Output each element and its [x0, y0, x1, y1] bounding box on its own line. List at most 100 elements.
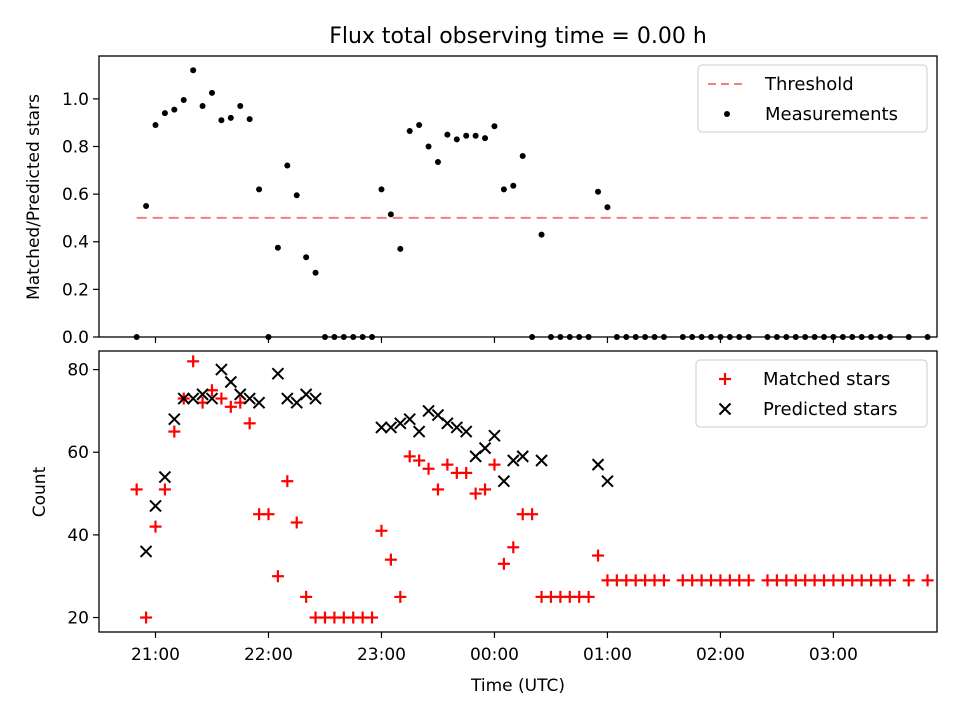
matched-star-point	[158, 483, 171, 496]
measurement-point	[171, 106, 178, 113]
measurement-point	[538, 231, 545, 238]
measurement-point	[274, 244, 281, 251]
measurement-point	[491, 123, 498, 130]
predicted-star-point	[460, 425, 473, 438]
measurement-point	[208, 89, 215, 96]
top-ytick-label: 0.8	[62, 137, 89, 157]
predicted-star-point	[394, 417, 407, 430]
predicted-star-point	[177, 392, 190, 405]
bottom-ytick-label: 40	[67, 526, 89, 546]
predicted-star-point	[375, 421, 388, 434]
predicted-star-point	[535, 454, 548, 467]
measurement-point	[303, 254, 310, 261]
matched-star-point	[742, 574, 755, 587]
top-ytick-label: 1.0	[62, 90, 89, 110]
predicted-star-point	[450, 421, 464, 434]
matched-star-point	[441, 458, 454, 471]
top-ytick-label: 0.4	[62, 233, 89, 253]
bottom-panel: 20 40 60 80 21:00 22:00 23:00 00:00 01:00 02:00 0…	[30, 350, 938, 696]
matched-star-point	[187, 355, 200, 368]
legend-predicted-marker	[718, 402, 732, 416]
matched-star-point	[149, 520, 162, 533]
bottom-xtick-label: 22:00	[244, 645, 293, 665]
predicted-star-point	[412, 425, 426, 438]
predicted-star-point	[497, 474, 511, 488]
bottom-ytick-label: 20	[67, 609, 89, 629]
top-legend: Threshold Measurements	[697, 64, 928, 133]
measurement-point	[519, 153, 526, 160]
measurement-point	[237, 103, 244, 110]
bottom-xtick-label: 00:00	[470, 645, 519, 665]
matched-star-point	[384, 553, 397, 566]
measurement-point	[397, 245, 404, 252]
bottom-xtick-label: 23:00	[357, 645, 406, 665]
predicted-star-point	[224, 375, 238, 389]
bottom-y-axis-label: Count	[30, 466, 50, 517]
matched-star-point	[394, 590, 407, 603]
measurement-point	[143, 203, 150, 210]
predicted-star-point	[205, 392, 219, 405]
matched-star-point	[224, 400, 237, 413]
measurement-point	[444, 131, 451, 138]
predicted-star-point	[299, 388, 313, 401]
predicted-star-point	[309, 392, 322, 405]
bottom-xtick-label: 21:00	[131, 645, 180, 665]
x-axis-label: Time (UTC)	[470, 676, 565, 696]
matched-star-point	[140, 611, 153, 624]
measurement-point	[246, 116, 253, 123]
legend-threshold-label: Threshold	[764, 74, 854, 95]
matched-star-point	[507, 541, 520, 554]
measurement-point	[293, 192, 300, 199]
legend-matched-swatch	[719, 373, 731, 385]
measurement-point	[227, 114, 234, 121]
measurement-point	[595, 188, 602, 195]
bottom-xtick-label: 03:00	[809, 645, 858, 665]
legend-matched-marker	[719, 373, 731, 385]
measurement-point	[416, 122, 423, 129]
predicted-star-point	[601, 474, 614, 488]
predicted-star-point	[149, 499, 162, 513]
legend-measurements-swatch	[724, 111, 730, 117]
predicted-star-point	[196, 388, 209, 401]
bottom-xtick-label: 01:00	[583, 645, 632, 665]
predicted-star-point	[516, 450, 529, 463]
matched-star-point	[657, 574, 670, 587]
matched-star-point	[366, 611, 379, 624]
measurement-point	[482, 135, 489, 142]
predicted-star-point	[384, 421, 398, 434]
matched-star-point	[582, 590, 595, 603]
top-ytick-label: 0.6	[62, 185, 89, 205]
predicted-star-point	[158, 470, 172, 484]
matched-star-point	[431, 483, 444, 496]
matched-star-point	[300, 590, 313, 603]
matched-star-point	[168, 425, 181, 438]
bottom-ytick-label: 80	[67, 361, 89, 381]
predicted-star-point	[215, 363, 228, 376]
matched-star-point	[413, 454, 426, 467]
predicted-star-point	[234, 388, 247, 401]
matched-star-point	[243, 417, 256, 430]
predicted-star-point	[441, 417, 454, 430]
measurement-point	[378, 186, 385, 193]
bottom-axes-frame	[98, 350, 938, 633]
measurement-point	[604, 204, 611, 211]
predicted-star-point	[252, 396, 266, 409]
chart-title: Flux total observing time = 0.00 h	[329, 24, 707, 49]
legend-predicted-label: Predicted stars	[763, 399, 897, 420]
top-axes-frame	[98, 55, 938, 338]
predicted-star-point	[591, 458, 605, 471]
matched-star-point	[469, 487, 482, 500]
measurement-point	[180, 97, 187, 104]
matched-star-point	[262, 508, 275, 521]
legend-measurements-label: Measurements	[765, 104, 898, 125]
matched-star-point	[375, 524, 388, 537]
predicted-star-point	[403, 412, 416, 426]
predicted-star-point	[186, 392, 200, 405]
matched-star-point	[488, 458, 501, 471]
matched-star-point	[290, 516, 303, 529]
bottom-xtick-label: 02:00	[696, 645, 745, 665]
measurement-point	[453, 136, 460, 143]
predicted-star-point	[168, 412, 181, 426]
bottom-ytick-label: 60	[67, 443, 89, 463]
